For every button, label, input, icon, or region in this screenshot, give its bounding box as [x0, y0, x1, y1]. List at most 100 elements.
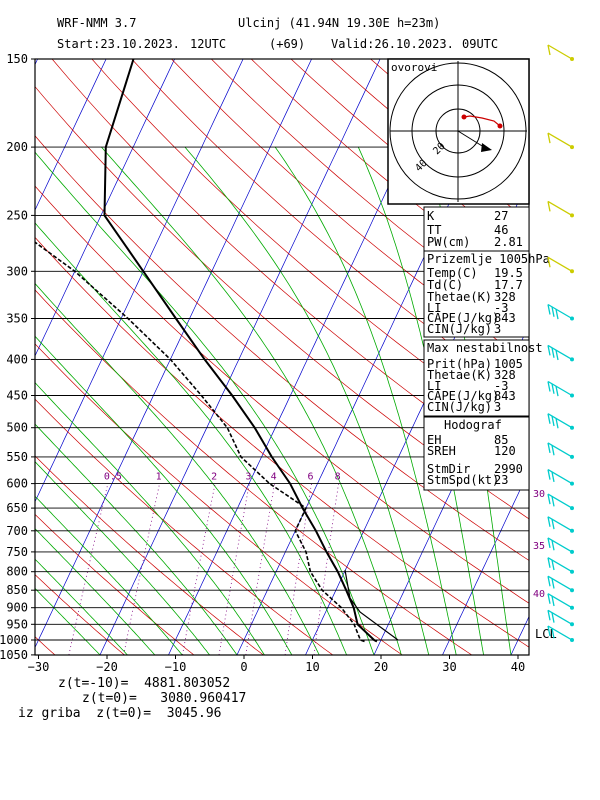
- surface-label: Thetae(K): [427, 290, 492, 304]
- mixing-ratio-label: 2: [211, 472, 217, 483]
- wind-barb: [547, 303, 574, 321]
- pressure-tick-label: 200: [6, 140, 28, 154]
- mixing-ratio-line: [313, 483, 339, 655]
- pressure-tick-label: 1000: [0, 633, 28, 647]
- moist-adiabat-line: [35, 282, 320, 655]
- wind-barb: [547, 593, 574, 610]
- dewpoint-profile: [35, 241, 365, 643]
- max-unstable-panel: Max nestabilnost Prit(hPa) 1005 Thetae(K…: [423, 339, 543, 417]
- hodograf-value: 2990: [494, 462, 523, 476]
- pressure-tick-label: 450: [6, 389, 28, 403]
- wind-barb: [547, 132, 574, 150]
- temperature-axis: −30 −20 −10 0 10 20 30 40: [28, 655, 525, 674]
- lead-hours: (+69): [269, 37, 305, 51]
- max-unstable-title: Max nestabilnost: [427, 341, 543, 355]
- station-title: Ulcinj (41.94N 19.30E h=23m): [238, 16, 440, 30]
- footer-line-3: iz griba z(t=0)= 3045.96: [18, 706, 222, 721]
- temperature-tick-label: −30: [28, 660, 50, 674]
- moist-adiabat-line: [357, 146, 484, 655]
- mixing-ratio-label: 1: [156, 472, 162, 483]
- moist-adiabat-line: [35, 335, 293, 655]
- footer-line-2: z(t=0)= 3080.960417: [82, 691, 247, 706]
- pressure-tick-label: 750: [6, 545, 28, 559]
- moist-adiabat-line: [35, 528, 156, 655]
- mixing-ratio-line: [284, 483, 312, 655]
- temperature-tick-label: 0: [240, 660, 247, 674]
- moist-adiabat-line: [35, 461, 210, 655]
- surface-value: 17.7: [494, 278, 523, 292]
- hodograph-start-dot: [461, 114, 467, 120]
- index-value: 46: [494, 223, 508, 237]
- hodograf-value: 23: [494, 473, 508, 487]
- valid-hour: 09UTC: [462, 37, 498, 51]
- hodograph: ovorovi 20 40: [387, 58, 530, 205]
- hodograf-value: 120: [494, 444, 516, 458]
- model-name: WRF-NMM 3.7: [57, 16, 136, 30]
- hodograf-value: 85: [494, 433, 508, 447]
- pressure-tick-label: 950: [6, 617, 28, 631]
- mixing-ratio-label: 3: [245, 472, 251, 483]
- theta-label: 30: [533, 489, 545, 500]
- surface-label: CIN(J/kg): [427, 322, 492, 336]
- wind-barb: [547, 469, 574, 486]
- max-unstable-value: -3: [494, 379, 508, 393]
- hodograph-label: ovorovi: [391, 61, 437, 74]
- moist-adiabat-line: [184, 146, 430, 655]
- temperature-tick-label: 20: [374, 660, 388, 674]
- wind-barb: [547, 557, 574, 574]
- index-label: K: [427, 209, 435, 223]
- pressure-tick-label: 700: [6, 524, 28, 538]
- pressure-tick-label: 300: [6, 264, 28, 278]
- pressure-tick-label: 150: [6, 52, 28, 66]
- wind-barbs: [547, 44, 574, 642]
- temperature-tick-label: 40: [511, 660, 525, 674]
- surface-value: -3: [494, 301, 508, 315]
- theta-label: 40: [533, 589, 545, 600]
- footer-heights: z(t=-10)= 4881.803052 z(t=0)= 3080.960417…: [18, 676, 246, 721]
- mixing-ratio-label: 6: [308, 472, 314, 483]
- pressure-tick-label: 650: [6, 501, 28, 515]
- mixing-ratio-label: 8: [335, 472, 341, 483]
- temperature-tick-label: 10: [305, 660, 319, 674]
- wind-barb: [547, 575, 574, 593]
- surface-panel: Prizemlje 1005hPa Temp(C) 19.5 Td(C) 17.…: [423, 250, 550, 338]
- surface-label: Td(C): [427, 278, 463, 292]
- moist-adiabat-line: [35, 222, 347, 655]
- moist-adiabat-line: [35, 423, 238, 655]
- wind-barb: [547, 44, 574, 61]
- max-unstable-label: LI: [427, 379, 441, 393]
- moist-adiabat-line: [101, 146, 402, 655]
- index-value: 27: [494, 209, 508, 223]
- mixing-ratio-labels: 0.5 1 2 3 4 6 8: [104, 472, 341, 483]
- max-unstable-label: Thetae(K): [427, 368, 492, 382]
- surface-title: Prizemlje 1005hPa: [427, 252, 550, 266]
- moist-adiabat-line: [35, 381, 265, 655]
- mixing-ratio-label: 4: [271, 472, 277, 483]
- max-unstable-value: 1005: [494, 357, 523, 371]
- hodograph-end-dot: [497, 123, 503, 129]
- pressure-tick-label: 800: [6, 565, 28, 579]
- index-label: PW(cm): [427, 235, 470, 249]
- pressure-tick-label: 600: [6, 477, 28, 491]
- index-value: 2.81: [494, 235, 523, 249]
- start-hour: 12UTC: [190, 37, 226, 51]
- max-unstable-value: 328: [494, 368, 516, 382]
- wind-barb: [547, 516, 574, 533]
- pressure-tick-label: 250: [6, 208, 28, 222]
- pressure-tick-label: 550: [6, 450, 28, 464]
- parcel-trace: [344, 569, 399, 641]
- max-unstable-label: CIN(J/kg): [427, 400, 492, 414]
- pressure-tick-label: 500: [6, 421, 28, 435]
- pressure-tick-label: 350: [6, 312, 28, 326]
- hodograf-label: EH: [427, 433, 441, 447]
- temperature-tick-label: −20: [96, 660, 118, 674]
- temperature-tick-label: −10: [165, 660, 187, 674]
- surface-value: 3: [494, 322, 501, 336]
- pressure-tick-label: 900: [6, 601, 28, 615]
- surface-value: 19.5: [494, 266, 523, 280]
- max-unstable-label: CAPE(J/kg): [427, 389, 499, 403]
- moist-adiabat-line: [274, 146, 457, 655]
- surface-label: Temp(C): [427, 266, 478, 280]
- indices-panel: K 27 TT 46 PW(cm) 2.81: [423, 206, 530, 252]
